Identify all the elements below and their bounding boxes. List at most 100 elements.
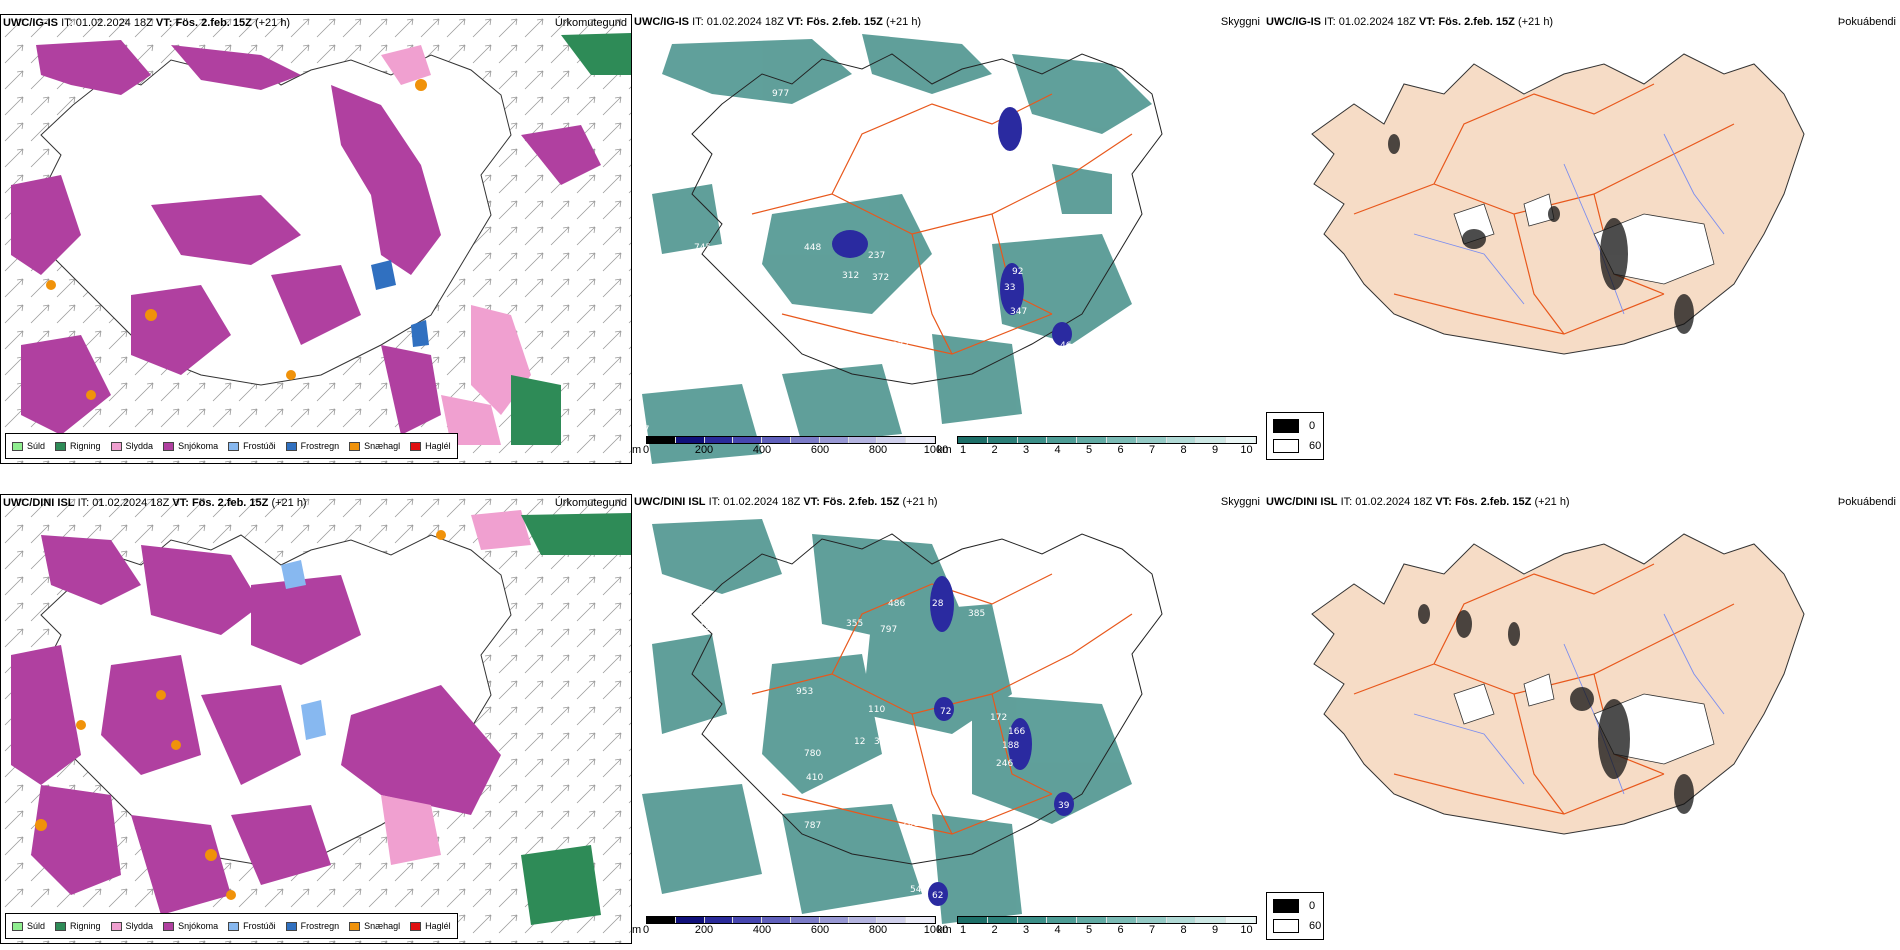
vis-label: 243 — [938, 133, 955, 143]
visibility-title: Skyggni — [1220, 16, 1260, 28]
visibility-colorbar — [957, 916, 1257, 924]
vis-label: 28 — [932, 599, 944, 609]
fog-legend-min: 0 — [1309, 900, 1316, 912]
height-tick: 0 — [642, 924, 650, 936]
low-vis-cores — [928, 576, 1074, 906]
visibility-title: Skyggni — [1220, 496, 1260, 508]
height-tick: 200 — [694, 924, 714, 936]
vis-label: 448 — [804, 243, 821, 253]
vis-label: 410 — [806, 773, 823, 783]
vis-label: 704 — [770, 643, 787, 653]
visibility-map-row2: 899 486 355 797 28 385 737 726 704 953 7… — [642, 499, 1163, 924]
low-vis-cores — [832, 107, 1072, 346]
precip-map-row2 — [1, 495, 631, 943]
height-tick: 400 — [752, 444, 772, 456]
panel-title: UWC/IG-IS IT: 01.02.2024 18Z VT: Fös. 2.… — [1266, 16, 1554, 28]
vis-label: 172 — [990, 713, 1007, 723]
vis-value-labels: 377 354 243 448 237 312 372 92 33 347 46… — [638, 89, 1072, 435]
height-scale: m 0 200 400 600 800 1000 — [632, 916, 948, 938]
legend-freezing-rain: Frostregn — [285, 441, 339, 451]
legend-drizzle: Súld — [12, 441, 45, 451]
vis-label: 201 — [902, 819, 919, 829]
vis-tick: 10 — [1240, 924, 1253, 936]
legend-rain: Rigning — [55, 921, 101, 931]
vis-label: 787 — [804, 821, 821, 831]
height-tick: 800 — [868, 444, 888, 456]
vis-label: 347 — [1010, 307, 1027, 317]
vis-label: 977 — [892, 341, 909, 351]
precip-type-title: Úrkomutegund — [554, 17, 627, 29]
legend-snow: Snjókoma — [163, 441, 218, 451]
iceland-land — [1311, 53, 1805, 355]
vis-label: 33 — [1004, 283, 1015, 293]
vis-label: 11 — [1112, 499, 1123, 509]
legend-freezing-drizzle: Frostúði — [228, 441, 276, 451]
precip-panel-row2: UWC/DINI ISL IT: 01.02.2024 18Z VT: Fös.… — [0, 494, 632, 944]
vis-tick: 4 — [1054, 924, 1061, 936]
vis-label: 97 — [638, 425, 649, 435]
vis-label: 899 — [942, 559, 959, 569]
legend-hail: Haglél — [410, 441, 451, 451]
legend-freezing-rain: Frostregn — [285, 921, 339, 931]
precip-legend: Súld Rigning Slydda Snjókoma Frostúði Fr… — [5, 913, 458, 939]
vis-label: 54 — [910, 885, 922, 895]
freezing-drizzle-areas — [281, 560, 326, 740]
height-tick: 800 — [868, 924, 888, 936]
height-tick: 600 — [810, 444, 830, 456]
fog-panel-row2: UWC/DINI ISL IT: 01.02.2024 18Z VT: Fös.… — [1264, 494, 1900, 944]
vis-label: 377 — [942, 99, 959, 109]
fog-panel-row1: UWC/IG-IS IT: 01.02.2024 18Z VT: Fös. 2.… — [1264, 14, 1900, 464]
fog-legend-min: 0 — [1309, 420, 1316, 432]
rain-areas — [511, 33, 631, 445]
height-tick: 200 — [694, 444, 714, 456]
visibility-unit: km — [937, 444, 952, 456]
rain-areas — [521, 513, 631, 925]
vis-label: 355 — [846, 619, 863, 629]
visibility-scale: km 1 2 3 4 5 6 7 8 9 10 — [937, 436, 1257, 458]
height-unit: m — [632, 444, 642, 456]
fog-map-row1 — [1311, 53, 1805, 355]
vis-label: 977 — [772, 89, 789, 99]
vis-label: 737 — [692, 603, 709, 613]
visibility-unit: km — [937, 924, 952, 936]
height-scale: m 0 200 400 600 800 1000 — [632, 436, 948, 458]
legend-sleet: Slydda — [110, 921, 153, 931]
panel-title: UWC/IG-IS IT: 01.02.2024 18Z VT: Fös. 2.… — [634, 16, 922, 28]
fog-legend: 0 60 — [1266, 892, 1324, 940]
vis-tick: 8 — [1180, 924, 1187, 936]
snow-areas — [11, 535, 501, 915]
vis-tick: 5 — [1085, 444, 1093, 456]
snow-grains-areas — [46, 79, 427, 400]
vis-tick: 7 — [1148, 924, 1156, 936]
vis-label: 486 — [888, 599, 905, 609]
vis-label: 110 — [868, 705, 885, 715]
vis-tick: 7 — [1148, 444, 1156, 456]
height-tick: 0 — [642, 444, 650, 456]
legend-snow-grains: Snæhagl — [349, 441, 400, 451]
fog-title: Þokuábendi — [1837, 496, 1896, 508]
vis-value-labels: 899 486 355 797 28 385 737 726 704 953 7… — [692, 499, 1123, 901]
visibility-panel-row1: 377 354 243 448 237 312 372 92 33 347 46… — [632, 14, 1264, 464]
precip-panel-row1: UWC/IG-IS IT: 01.02.2024 18Z VT: Fös. 2.… — [0, 14, 632, 464]
vis-tick: 8 — [1180, 444, 1187, 456]
vis-tick: 10 — [1240, 444, 1253, 456]
panel-title: UWC/DINI ISL IT: 01.02.2024 18Z VT: Fös.… — [1266, 496, 1570, 508]
vis-label: 780 — [804, 749, 821, 759]
panel-title: UWC/DINI ISL IT: 01.02.2024 18Z VT: Fös.… — [634, 496, 938, 508]
height-tick: 1000 — [923, 444, 949, 456]
low-visibility-areas — [642, 34, 1152, 464]
height-colorbar — [646, 436, 936, 444]
legend-snow: Snjókoma — [163, 921, 218, 931]
vis-tick: 6 — [1117, 924, 1124, 936]
vis-tick: 1 — [959, 924, 967, 936]
vis-label: 797 — [880, 625, 897, 635]
legend-snow-grains: Snæhagl — [349, 921, 400, 931]
fog-legend-max: 60 — [1309, 920, 1322, 932]
vis-tick: 3 — [1022, 444, 1030, 456]
vis-tick: 9 — [1211, 444, 1219, 456]
vis-tick: 2 — [991, 444, 998, 456]
height-unit: m — [632, 924, 642, 936]
vis-label: 745 — [694, 243, 711, 253]
precip-type-title: Úrkomutegund — [554, 497, 627, 509]
vis-tick: 3 — [1022, 924, 1030, 936]
